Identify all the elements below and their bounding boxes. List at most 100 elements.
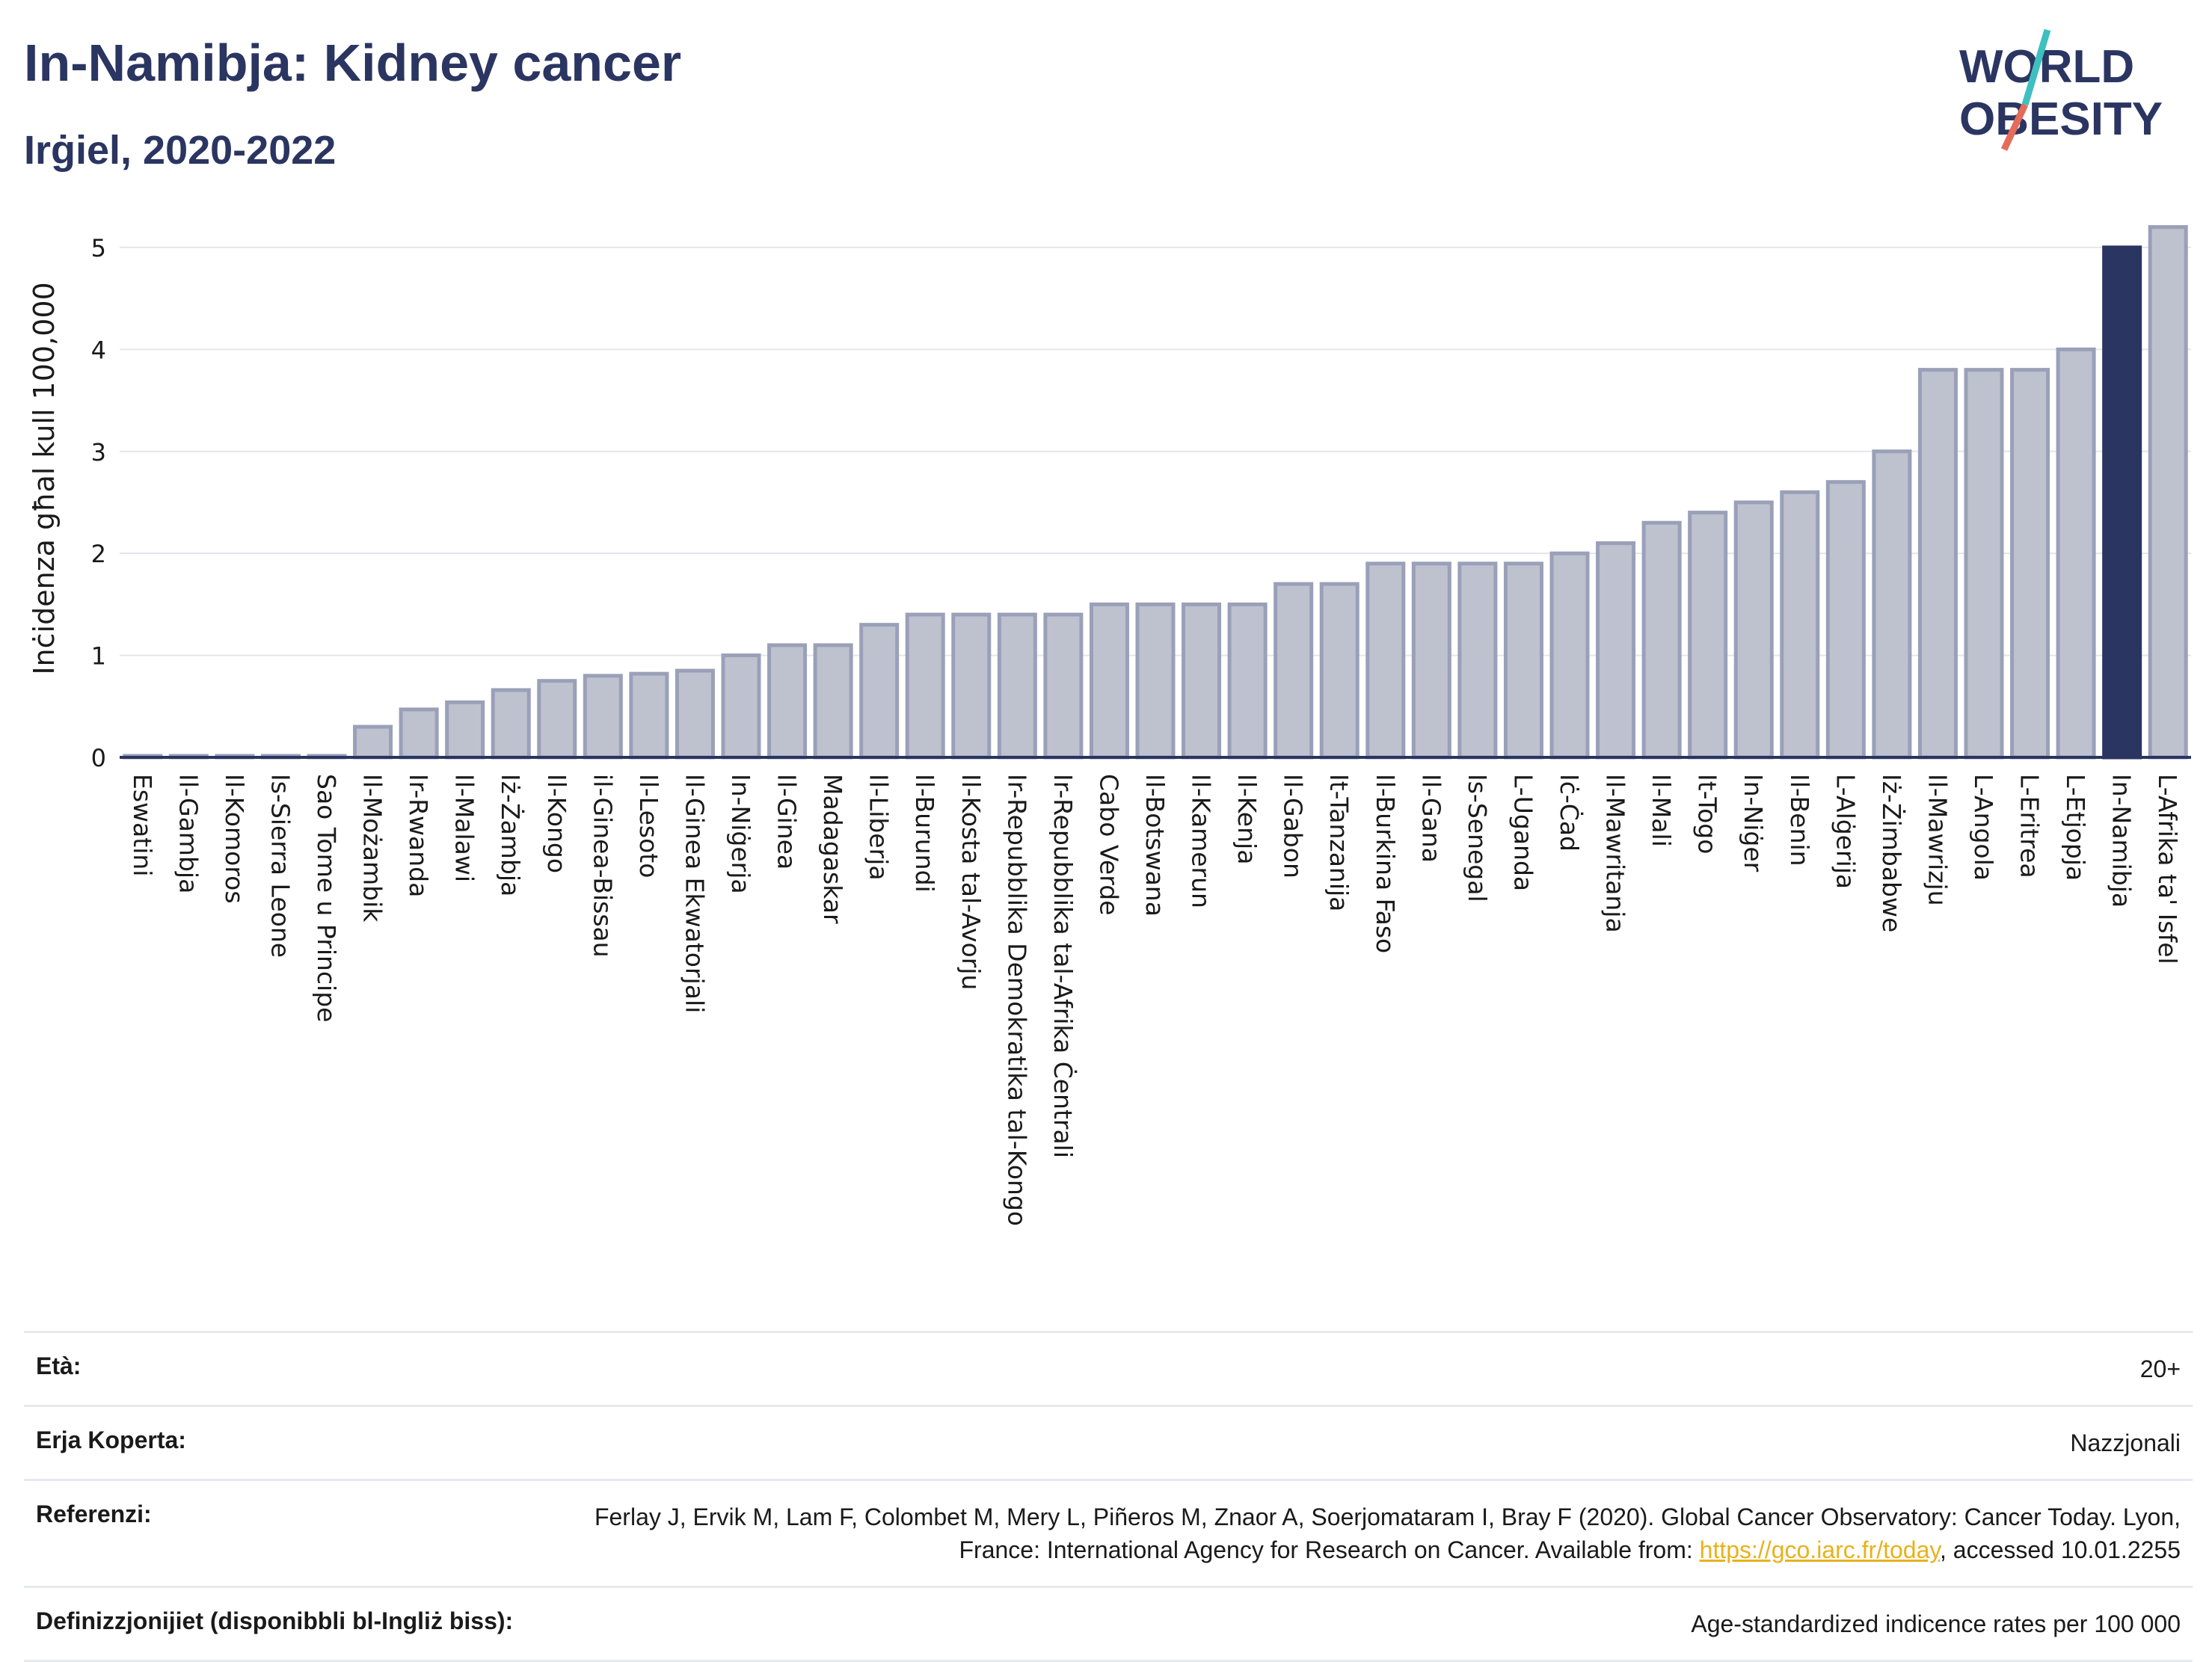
y-tick-label: 3 [91, 438, 106, 467]
x-tick-label: Iċ-Ċad [1555, 774, 1585, 852]
bar-15 [813, 643, 853, 760]
bar-31 [1549, 551, 1590, 760]
bar-26 [1319, 582, 1360, 760]
bar-22 [1135, 602, 1176, 760]
x-tick-label: Il-Mawrizju [1923, 774, 1952, 906]
bar-9 [537, 679, 577, 760]
x-tick-label: Il-Kenja [1232, 774, 1262, 864]
x-tick-label: Il-Gambja [173, 774, 203, 893]
references-link[interactable]: https://gco.iarc.fr/today [1699, 1536, 1940, 1563]
x-tick-label: L-Etjopja [2061, 774, 2090, 881]
x-tick-label: L-Afrika ta' Isfel [2153, 774, 2182, 964]
x-tick-label: Il-Kosta tal-Avorju [956, 774, 986, 990]
bar-14 [767, 643, 808, 760]
references-accessed: , accessed 10.01.2255 [1939, 1536, 2181, 1563]
x-tick-label: Sao Tome u Principe [312, 774, 341, 1022]
x-tick-label: Il-Malawi [450, 774, 479, 882]
x-tick-label: In-Niġerja [726, 774, 755, 894]
x-tick-label: Il-Możambik [358, 774, 387, 923]
age-label: Età: [36, 1352, 82, 1379]
x-tick-label: Ir-Repubblika Demokratika tal-Kongo [1002, 774, 1031, 1226]
x-tick-label: Ir-Repubblika tal-Afrika Ċentrali [1048, 774, 1078, 1158]
age-value: 20+ [2139, 1355, 2181, 1382]
bar-20 [1043, 612, 1084, 760]
area-row: Erja Koperta: Nazzjonali [24, 1405, 2193, 1479]
x-tick-label: Cabo Verde [1094, 774, 1123, 915]
bar-16 [859, 623, 900, 760]
x-tick-label: It-Tanzanija [1324, 774, 1354, 911]
bar-35 [1733, 500, 1774, 760]
x-tick-label: In-Namibja [2107, 774, 2136, 908]
bar-33 [1641, 520, 1682, 760]
bar-44 [2148, 225, 2188, 760]
x-tick-label: In-Niġer [1739, 774, 1768, 872]
bar-21 [1089, 602, 1129, 760]
x-tick-label: Eswatini [128, 774, 157, 876]
x-tick-label: Iż-Żimbabwe [1877, 774, 1906, 932]
page-title: In-Namibja: Kidney cancer [24, 34, 682, 92]
x-tick-label: Il-Benin [1785, 774, 1814, 867]
x-tick-label: Il-Ginea Ekwatorjali [680, 774, 709, 1013]
references-value: Ferlay J, Ervik M, Lam F, Colombet M, Me… [520, 1501, 2181, 1566]
y-tick-label: 2 [91, 540, 106, 568]
x-tick-label: Il-Mawritanja [1601, 774, 1630, 933]
y-tick-label: 5 [91, 234, 106, 262]
x-tick-label: il-Ginea-Bissau [588, 774, 617, 958]
x-tick-label: L-Angola [1969, 774, 1998, 881]
bar-18 [951, 612, 992, 760]
bar-28 [1411, 561, 1451, 760]
definitions-value: Age-standardized indicence rates per 100… [1691, 1610, 2181, 1637]
bar-30 [1503, 561, 1543, 760]
svg-text:OBESITY: OBESITY [1959, 93, 2163, 145]
bar-12 [675, 668, 715, 760]
bar-10 [583, 674, 623, 760]
chart-metadata-footer: Età: 20+ Erja Koperta: Nazzjonali Refere… [24, 1331, 2193, 1662]
bar-43 [2102, 245, 2142, 760]
bar-40 [1964, 368, 2004, 760]
x-tick-label: L-Alġerija [1831, 774, 1860, 889]
y-tick-label: 0 [91, 744, 106, 772]
definitions-row: Definizzjonijiet (disponibbli bl-Ingliż … [24, 1586, 2193, 1662]
x-tick-label: Il-Botswana [1140, 774, 1170, 917]
x-tick-label: Ir-Rwanda [404, 774, 433, 897]
world-obesity-logo: WORLD OBESITY [1959, 28, 2163, 151]
bar-17 [905, 612, 945, 760]
bar-19 [997, 612, 1037, 760]
bar-27 [1365, 561, 1406, 760]
x-tick-label: Madagaskar [818, 774, 847, 924]
x-tick-label: Is-Sierra Leone [265, 774, 295, 958]
bar-34 [1688, 511, 1728, 760]
references-row: Referenzi: Ferlay J, Ervik M, Lam F, Col… [24, 1479, 2193, 1586]
x-tick-label: It-Togo [1693, 774, 1722, 854]
x-tick-label: Il-Burkina Faso [1371, 774, 1400, 953]
x-tick-label: Is-Senegal [1463, 774, 1492, 902]
bar-25 [1274, 582, 1314, 760]
x-tick-label: Il-Ginea [772, 774, 802, 870]
svg-text:WORLD: WORLD [1959, 41, 2134, 93]
x-tick-label: Il-Mali [1647, 774, 1676, 847]
bar-8 [491, 688, 531, 760]
definitions-label: Definizzjonijiet (disponibbli bl-Ingliż … [36, 1607, 514, 1634]
x-tick-label: L-Eritrea [2015, 774, 2044, 878]
x-tick-label: Il-Gabon [1279, 774, 1308, 878]
area-label: Erja Koperta: [36, 1426, 186, 1453]
x-tick-label: Il-Komoros [220, 774, 249, 904]
bar-24 [1227, 602, 1268, 760]
bar-11 [629, 671, 669, 760]
bar-6 [399, 707, 439, 760]
x-tick-label: Il-Kongo [542, 774, 571, 873]
bar-chart: 0 1 2 3 4 5 Eswatini Il-Gambja Il-Komoros Is-Sier… [28, 225, 2191, 1226]
bar-23 [1182, 602, 1222, 760]
x-tick-label: Il-Kamerun [1187, 774, 1216, 908]
bar-13 [721, 653, 761, 760]
y-axis-label: Inċidenza għal kull 100,000 [28, 282, 61, 674]
bar-5 [353, 724, 393, 760]
bar-42 [2056, 347, 2096, 760]
references-text: Ferlay J, Ervik M, Lam F, Colombet M, Me… [594, 1504, 2181, 1563]
x-tick-label: L-Uganda [1508, 774, 1537, 891]
x-tick-label: Il-Liberja [864, 774, 894, 881]
y-tick-label: 4 [91, 336, 106, 364]
bar-39 [1917, 368, 1958, 760]
bar-37 [1825, 480, 1866, 760]
x-tick-label: Il-Lesoto [634, 774, 663, 878]
